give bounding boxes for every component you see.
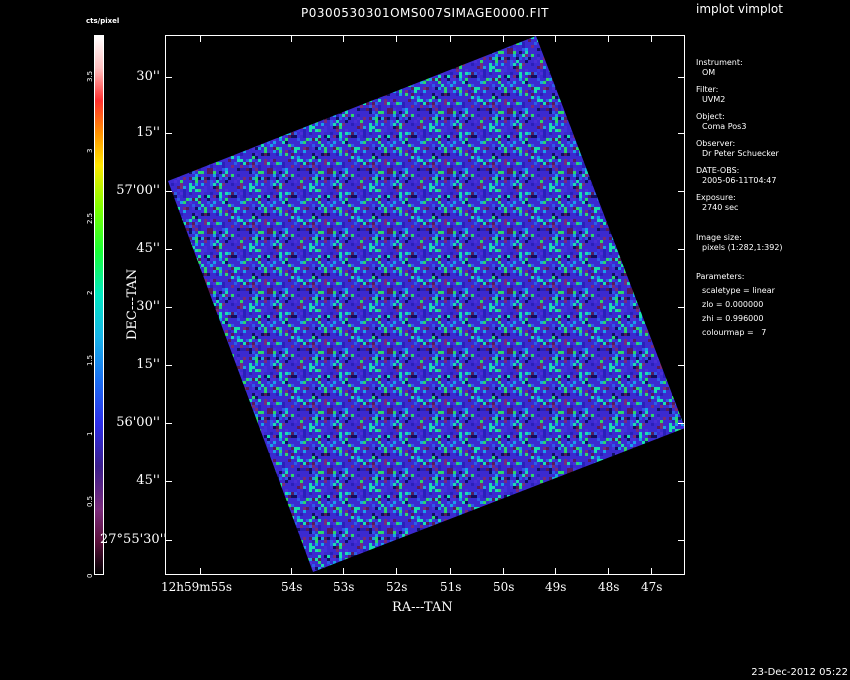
- x-tick-label: 49s: [545, 580, 567, 594]
- info-colourmap: colourmap = 7: [702, 328, 767, 337]
- y-tick-mark: [165, 307, 172, 308]
- x-tick-mark: [450, 568, 451, 575]
- x-tick-label: 51s: [440, 580, 462, 594]
- x-tick-mark: [343, 568, 344, 575]
- y-tick-mark: [678, 191, 685, 192]
- x-tick-mark: [555, 35, 556, 42]
- y-tick-mark: [165, 481, 172, 482]
- y-tick-label: 27°55'30'': [100, 532, 167, 547]
- x-tick-label: 53s: [333, 580, 355, 594]
- y-tick-mark: [165, 77, 172, 78]
- x-tick-label: 48s: [598, 580, 620, 594]
- y-tick-mark: [165, 540, 172, 541]
- info-object-label: Object:: [696, 112, 725, 121]
- y-tick-mark: [678, 481, 685, 482]
- info-filter-label: Filter:: [696, 85, 719, 94]
- y-tick-label: 45'': [136, 473, 160, 488]
- y-tick-mark: [678, 249, 685, 250]
- y-tick-label: 56'00'': [116, 415, 160, 430]
- info-observer: Dr Peter Schuecker: [702, 149, 779, 158]
- x-tick-mark: [555, 568, 556, 575]
- info-exposure-label: Exposure:: [696, 193, 736, 202]
- x-tick-mark: [503, 35, 504, 42]
- y-tick-mark: [165, 365, 172, 366]
- x-tick-mark: [200, 35, 201, 42]
- x-tick-label: 12h59m55s: [161, 580, 233, 594]
- y-tick-mark: [678, 540, 685, 541]
- x-tick-mark: [651, 568, 652, 575]
- y-tick-mark: [678, 133, 685, 134]
- y-tick-mark: [165, 249, 172, 250]
- app-label: implot vimplot: [696, 2, 783, 16]
- y-axis-title: DEC---TAN: [125, 268, 140, 340]
- y-tick-mark: [165, 191, 172, 192]
- info-params-label: Parameters:: [696, 272, 745, 281]
- info-filter: UVM2: [702, 95, 726, 104]
- y-tick-label: 30'': [136, 69, 160, 84]
- y-tick-mark: [678, 423, 685, 424]
- x-tick-mark: [291, 568, 292, 575]
- exposure-footprint: [168, 36, 685, 572]
- x-tick-label: 52s: [386, 580, 408, 594]
- x-axis-title: RA---TAN: [392, 600, 453, 615]
- info-object: Coma Pos3: [702, 122, 747, 131]
- x-tick-mark: [503, 568, 504, 575]
- info-date-label: DATE-OBS:: [696, 166, 740, 175]
- x-tick-mark: [608, 35, 609, 42]
- colorbar: [94, 35, 104, 575]
- info-exposure: 2740 sec: [702, 203, 739, 212]
- y-tick-label: 15'': [136, 125, 160, 140]
- x-tick-mark: [396, 568, 397, 575]
- info-instrument: OM: [702, 68, 716, 77]
- x-tick-label: 50s: [493, 580, 515, 594]
- plot-frame: [165, 35, 685, 575]
- x-tick-mark: [200, 568, 201, 575]
- info-instrument-label: Instrument:: [696, 58, 743, 67]
- colorbar-label: cts/pixel: [86, 17, 120, 25]
- info-zlo: zlo = 0.000000: [702, 300, 764, 309]
- x-tick-mark: [396, 35, 397, 42]
- info-date: 2005-06-11T04:47: [702, 176, 777, 185]
- y-tick-label: 57'00'': [116, 183, 160, 198]
- x-tick-label: 47s: [641, 580, 663, 594]
- x-tick-mark: [608, 568, 609, 575]
- info-scaletype: scaletype = linear: [702, 286, 775, 295]
- info-zhi: zhi = 0.996000: [702, 314, 764, 323]
- x-tick-mark: [651, 35, 652, 42]
- x-tick-label: 54s: [281, 580, 303, 594]
- y-tick-label: 45'': [136, 241, 160, 256]
- info-size: pixels (1:282,1:392): [702, 243, 783, 252]
- x-tick-mark: [291, 35, 292, 42]
- x-tick-mark: [450, 35, 451, 42]
- y-tick-label: 15'': [136, 357, 160, 372]
- info-size-label: Image size:: [696, 233, 742, 242]
- y-tick-mark: [678, 365, 685, 366]
- info-observer-label: Observer:: [696, 139, 736, 148]
- timestamp: 23-Dec-2012 05:22: [751, 667, 848, 678]
- x-tick-mark: [343, 35, 344, 42]
- y-tick-mark: [678, 77, 685, 78]
- y-tick-mark: [165, 133, 172, 134]
- y-tick-mark: [165, 423, 172, 424]
- image-title: P0300530301OMS007SIMAGE0000.FIT: [301, 6, 549, 20]
- y-tick-label: 30'': [136, 299, 160, 314]
- y-tick-mark: [678, 307, 685, 308]
